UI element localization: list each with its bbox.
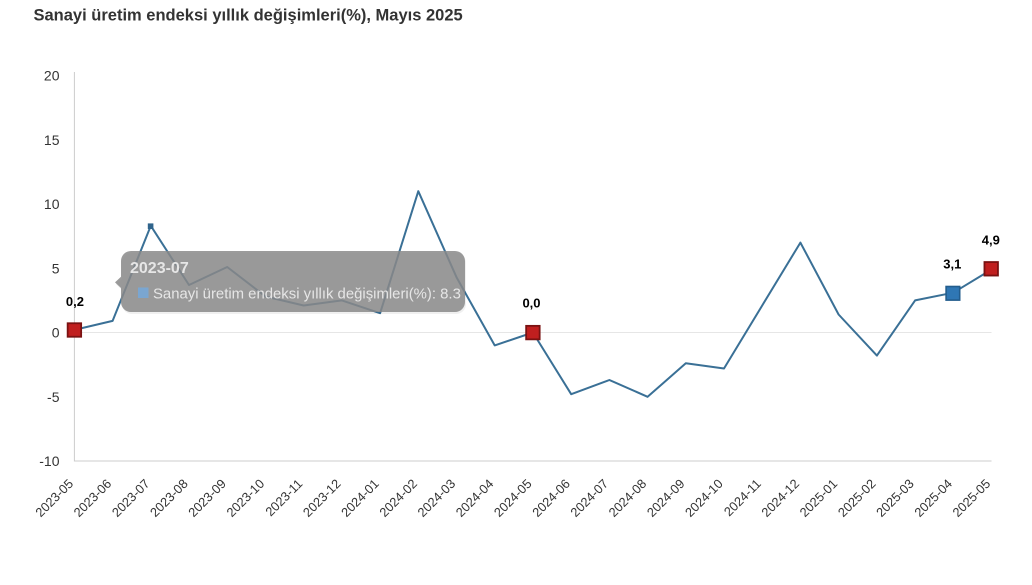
svg-text:5: 5 xyxy=(52,260,60,276)
svg-text:Sanayi üretim endeksi yıllık d: Sanayi üretim endeksi yıllık değişimleri… xyxy=(34,7,463,25)
svg-text:Sanayi üretim endeksi yıllık d: Sanayi üretim endeksi yıllık değişimleri… xyxy=(153,287,461,303)
svg-text:10: 10 xyxy=(44,196,60,212)
svg-text:0: 0 xyxy=(52,325,60,341)
svg-text:0,0: 0,0 xyxy=(522,296,540,311)
svg-text:4,9: 4,9 xyxy=(982,233,1000,248)
svg-text:0,2: 0,2 xyxy=(66,294,84,309)
svg-text:20: 20 xyxy=(44,68,60,84)
svg-text:15: 15 xyxy=(44,132,60,148)
svg-text:2023-07: 2023-07 xyxy=(130,260,189,277)
svg-text:-10: -10 xyxy=(39,453,59,469)
svg-text:3,1: 3,1 xyxy=(943,256,961,271)
svg-text:-5: -5 xyxy=(47,389,60,405)
